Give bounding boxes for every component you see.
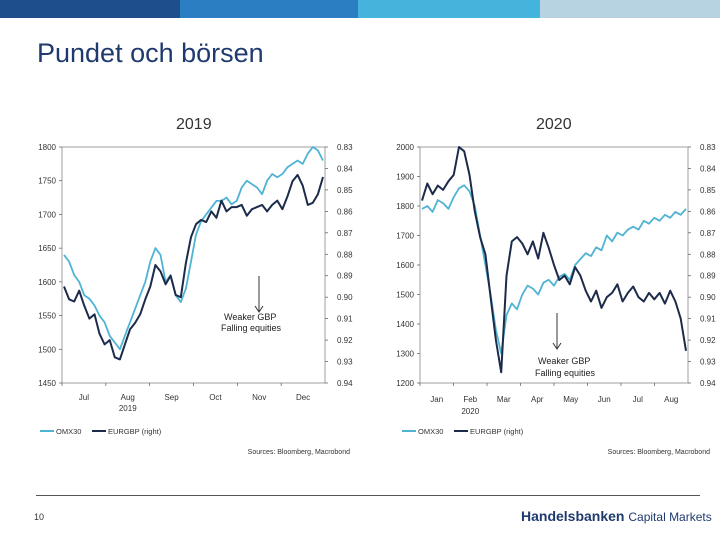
chart-source: Sources: Bloomberg, Macrobond: [608, 449, 710, 456]
x-axis-tick-label: Jun: [598, 395, 611, 404]
right-axis-tick-label: 0.83: [700, 143, 716, 152]
left-axis-tick-label: 2000: [396, 143, 414, 152]
annotation-arrow-head: [254, 305, 264, 313]
x-axis-tick-label: Jul: [79, 393, 89, 402]
right-axis-tick-label: 0.84: [700, 164, 716, 173]
right-axis-tick-label: 0.91: [700, 315, 716, 324]
x-axis-tick-label: Nov: [252, 393, 266, 402]
left-axis-tick-label: 1400: [396, 320, 414, 329]
annotation-text: Falling equities: [221, 323, 282, 333]
x-axis-year-label: 2019: [119, 404, 137, 413]
x-axis-tick-label: Oct: [209, 393, 222, 402]
annotation-text: Weaker GBP: [224, 312, 276, 322]
left-axis-tick-label: 1600: [38, 278, 56, 287]
right-axis-tick-label: 0.92: [337, 336, 353, 345]
legend-label-omx30: OMX30: [418, 427, 443, 436]
right-axis-tick-label: 0.88: [337, 250, 353, 259]
top-bar-segment: [358, 0, 540, 18]
right-axis-tick-label: 0.86: [337, 207, 353, 216]
top-bar-segment: [180, 0, 358, 18]
chart-heading-2019: 2019: [176, 116, 212, 133]
slide-title: Pundet och börsen: [37, 38, 264, 68]
x-axis-tick-label: Dec: [296, 393, 310, 402]
right-axis-tick-label: 0.84: [337, 164, 353, 173]
series-line-omx30: [63, 146, 324, 351]
x-axis-tick-label: Jan: [430, 395, 443, 404]
left-axis-tick-label: 1650: [38, 244, 56, 253]
series-line-eurgbp: [63, 173, 324, 361]
legend-label-eurgbp: EURGBP (right): [108, 427, 162, 436]
top-bar-segment: [0, 0, 180, 18]
legend-label-eurgbp: EURGBP (right): [470, 427, 524, 436]
x-axis-tick-label: Feb: [463, 395, 477, 404]
top-color-bar: [0, 0, 720, 18]
left-axis-tick-label: 1800: [38, 143, 56, 152]
series-line-omx30: [421, 184, 687, 355]
left-axis-tick-label: 1700: [38, 210, 56, 219]
x-axis-year-label: 2020: [461, 407, 479, 416]
left-axis-tick-label: 1900: [396, 173, 414, 182]
brand-logo: Handelsbanken Capital Markets: [521, 508, 712, 524]
left-axis-tick-label: 1750: [38, 177, 56, 186]
right-axis-tick-label: 0.91: [337, 315, 353, 324]
left-axis-tick-label: 1500: [396, 291, 414, 300]
right-axis-tick-label: 0.92: [700, 336, 716, 345]
right-axis-tick-label: 0.83: [337, 143, 353, 152]
right-axis-tick-label: 0.94: [700, 379, 716, 388]
right-axis-tick-label: 0.94: [337, 379, 353, 388]
x-axis-tick-label: Jul: [633, 395, 643, 404]
x-axis-tick-label: Aug: [121, 393, 135, 402]
brand-name: Handelsbanken: [521, 508, 625, 524]
annotation-text: Falling equities: [535, 368, 596, 378]
x-axis-tick-label: Apr: [531, 395, 544, 404]
left-axis-tick-label: 1700: [396, 232, 414, 241]
left-axis-tick-label: 1200: [396, 379, 414, 388]
brand-suffix: Capital Markets: [628, 510, 712, 524]
right-axis-tick-label: 0.89: [700, 272, 716, 281]
right-axis-tick-label: 0.86: [700, 207, 716, 216]
x-axis-tick-label: Sep: [164, 393, 179, 402]
chart-source: Sources: Bloomberg, Macrobond: [248, 449, 350, 456]
right-axis-tick-label: 0.90: [337, 293, 353, 302]
annotation-text: Weaker GBP: [538, 356, 590, 366]
right-axis-tick-label: 0.93: [700, 358, 716, 367]
right-axis-tick-label: 0.87: [337, 229, 353, 238]
plot-frame: [61, 146, 326, 384]
left-axis-tick-label: 1550: [38, 312, 56, 321]
right-axis-tick-label: 0.89: [337, 272, 353, 281]
x-axis-tick-label: Mar: [497, 395, 511, 404]
right-axis-tick-label: 0.85: [337, 186, 353, 195]
legend-label-omx30: OMX30: [56, 427, 81, 436]
left-axis-tick-label: 1600: [396, 261, 414, 270]
right-axis-tick-label: 0.87: [700, 229, 716, 238]
left-axis-tick-label: 1800: [396, 202, 414, 211]
left-axis-tick-label: 1300: [396, 350, 414, 359]
x-axis-tick-label: Aug: [664, 395, 678, 404]
annotation-arrow-head: [552, 342, 562, 350]
left-axis-tick-label: 1500: [38, 345, 56, 354]
page-number: 10: [34, 512, 45, 522]
right-axis-tick-label: 0.90: [700, 293, 716, 302]
footer-divider: [36, 495, 700, 496]
right-axis-tick-label: 0.88: [700, 250, 716, 259]
x-axis-tick-label: May: [563, 395, 578, 404]
top-bar-segment: [540, 0, 720, 18]
left-axis-tick-label: 1450: [38, 379, 56, 388]
right-axis-tick-label: 0.93: [337, 358, 353, 367]
series-line-eurgbp: [421, 146, 687, 374]
right-axis-tick-label: 0.85: [700, 186, 716, 195]
chart-heading-2020: 2020: [536, 116, 572, 133]
